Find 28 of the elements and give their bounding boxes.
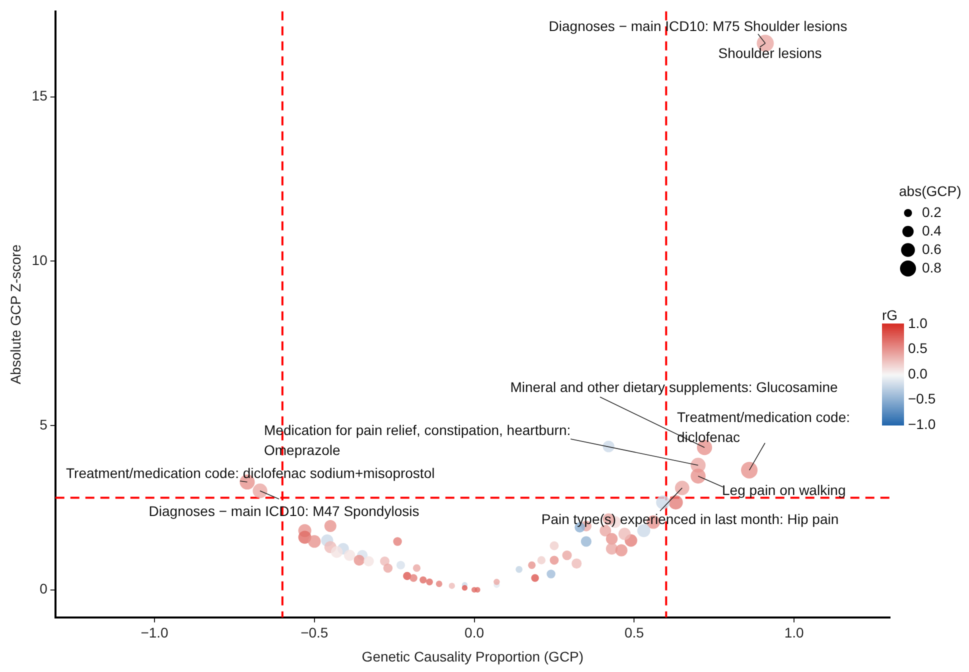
- legend-label: 0.4: [922, 222, 942, 238]
- annotation: Pain type(s) experienced in last month: Hip pain: [541, 511, 839, 527]
- annotation: Leg pain on walking: [722, 482, 846, 498]
- color-bar-label: 1.0: [908, 314, 928, 331]
- x-axis-title: Genetic Causality Proportion (GCP): [362, 648, 584, 664]
- legend-label: 0.6: [922, 240, 942, 257]
- annotation: Treatment/medication code: diclofenac sodium+misoprostol: [66, 465, 435, 481]
- x-tick-label: 0.5: [624, 624, 644, 641]
- annotation: Shoulder lesions: [718, 45, 822, 61]
- color-bar-label: 0.0: [908, 365, 928, 382]
- annotation: Diagnoses − main ICD10: M75 Shoulder lesions: [548, 18, 848, 34]
- legend-title: abs(GCP): [899, 182, 962, 199]
- y-tick-label: 5: [40, 416, 48, 432]
- color-bar-title: rG: [882, 307, 898, 323]
- legend-label: 0.8: [922, 259, 942, 276]
- annotation: Mineral and other dietary supplements: Glucosamine: [510, 379, 838, 395]
- y-axis-title: Absolute GCP Z-score: [7, 244, 24, 384]
- y-tick-label: 0: [40, 580, 48, 597]
- x-tick-label: 1.0: [784, 624, 804, 641]
- color-bar-label: −0.5: [908, 390, 936, 407]
- x-tick-label: 0.0: [464, 624, 484, 641]
- color-bar-label: 0.5: [908, 340, 928, 356]
- y-tick-label: 15: [32, 88, 48, 104]
- y-tick-label: 10: [32, 252, 48, 268]
- legend-label: 0.2: [922, 204, 942, 220]
- x-tick-label: −0.5: [300, 624, 328, 641]
- color-bar-label: −1.0: [908, 416, 936, 432]
- x-tick-label: −1.0: [140, 624, 169, 641]
